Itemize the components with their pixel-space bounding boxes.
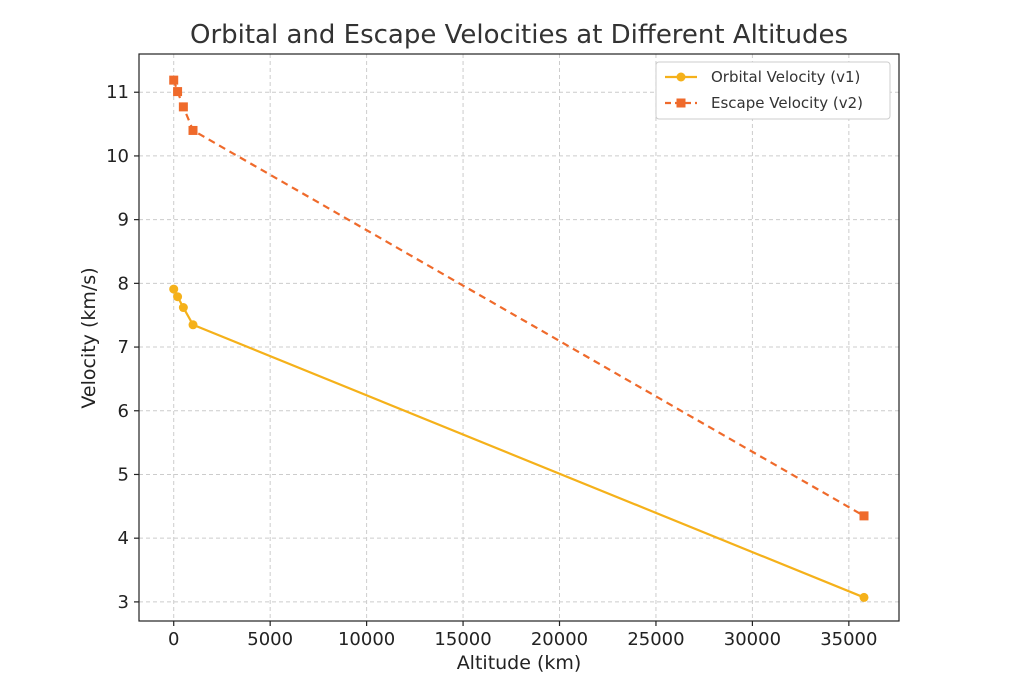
chart-title: Orbital and Escape Velocities at Differe… (190, 20, 848, 50)
data-point (859, 511, 869, 521)
data-series (169, 75, 869, 602)
legend-marker-escape (676, 98, 686, 108)
data-point (169, 75, 179, 85)
x-tick-label: 20000 (531, 629, 588, 650)
y-tick-label: 11 (106, 82, 129, 103)
y-tick-label: 3 (118, 592, 129, 613)
x-tick-label: 15000 (434, 629, 491, 650)
y-tick-label: 7 (118, 337, 129, 358)
x-tick-label: 0 (168, 629, 179, 650)
y-tick-label: 10 (106, 146, 129, 167)
legend: Orbital Velocity (v1) Escape Velocity (v… (655, 61, 891, 120)
y-tick-label: 9 (118, 210, 129, 231)
x-tick-label: 5000 (247, 629, 293, 650)
x-tick-label: 10000 (338, 629, 395, 650)
data-point (169, 284, 179, 294)
y-tick-label: 4 (118, 528, 129, 549)
y-tick-label: 6 (118, 401, 129, 422)
series-line-0 (172, 288, 865, 599)
data-point (173, 292, 183, 302)
x-tick-label: 35000 (820, 629, 877, 650)
x-tick-label: 25000 (627, 629, 684, 650)
data-point (178, 102, 188, 112)
grid-lines (139, 54, 899, 621)
legend-label-orbital: Orbital Velocity (v1) (711, 68, 860, 86)
data-point (173, 87, 183, 97)
series-line-1 (172, 79, 865, 517)
legend-marker-orbital (676, 72, 686, 82)
legend-box (655, 61, 891, 120)
y-tick-label: 8 (118, 273, 129, 294)
legend-label-escape: Escape Velocity (v2) (711, 94, 863, 112)
data-point (178, 303, 188, 313)
data-point (188, 320, 198, 330)
x-axis-label: Altitude (km) (457, 652, 582, 674)
plot-frame (138, 53, 900, 622)
y-axis-label: Velocity (km/s) (78, 267, 100, 408)
data-point (859, 592, 869, 602)
axis-ticks: 0 5000 10000 15000 20000 25000 30000 35000 3 4 5 6 7… (106, 82, 877, 650)
y-tick-label: 5 (118, 464, 129, 485)
data-point (188, 125, 198, 135)
x-tick-label: 30000 (724, 629, 781, 650)
